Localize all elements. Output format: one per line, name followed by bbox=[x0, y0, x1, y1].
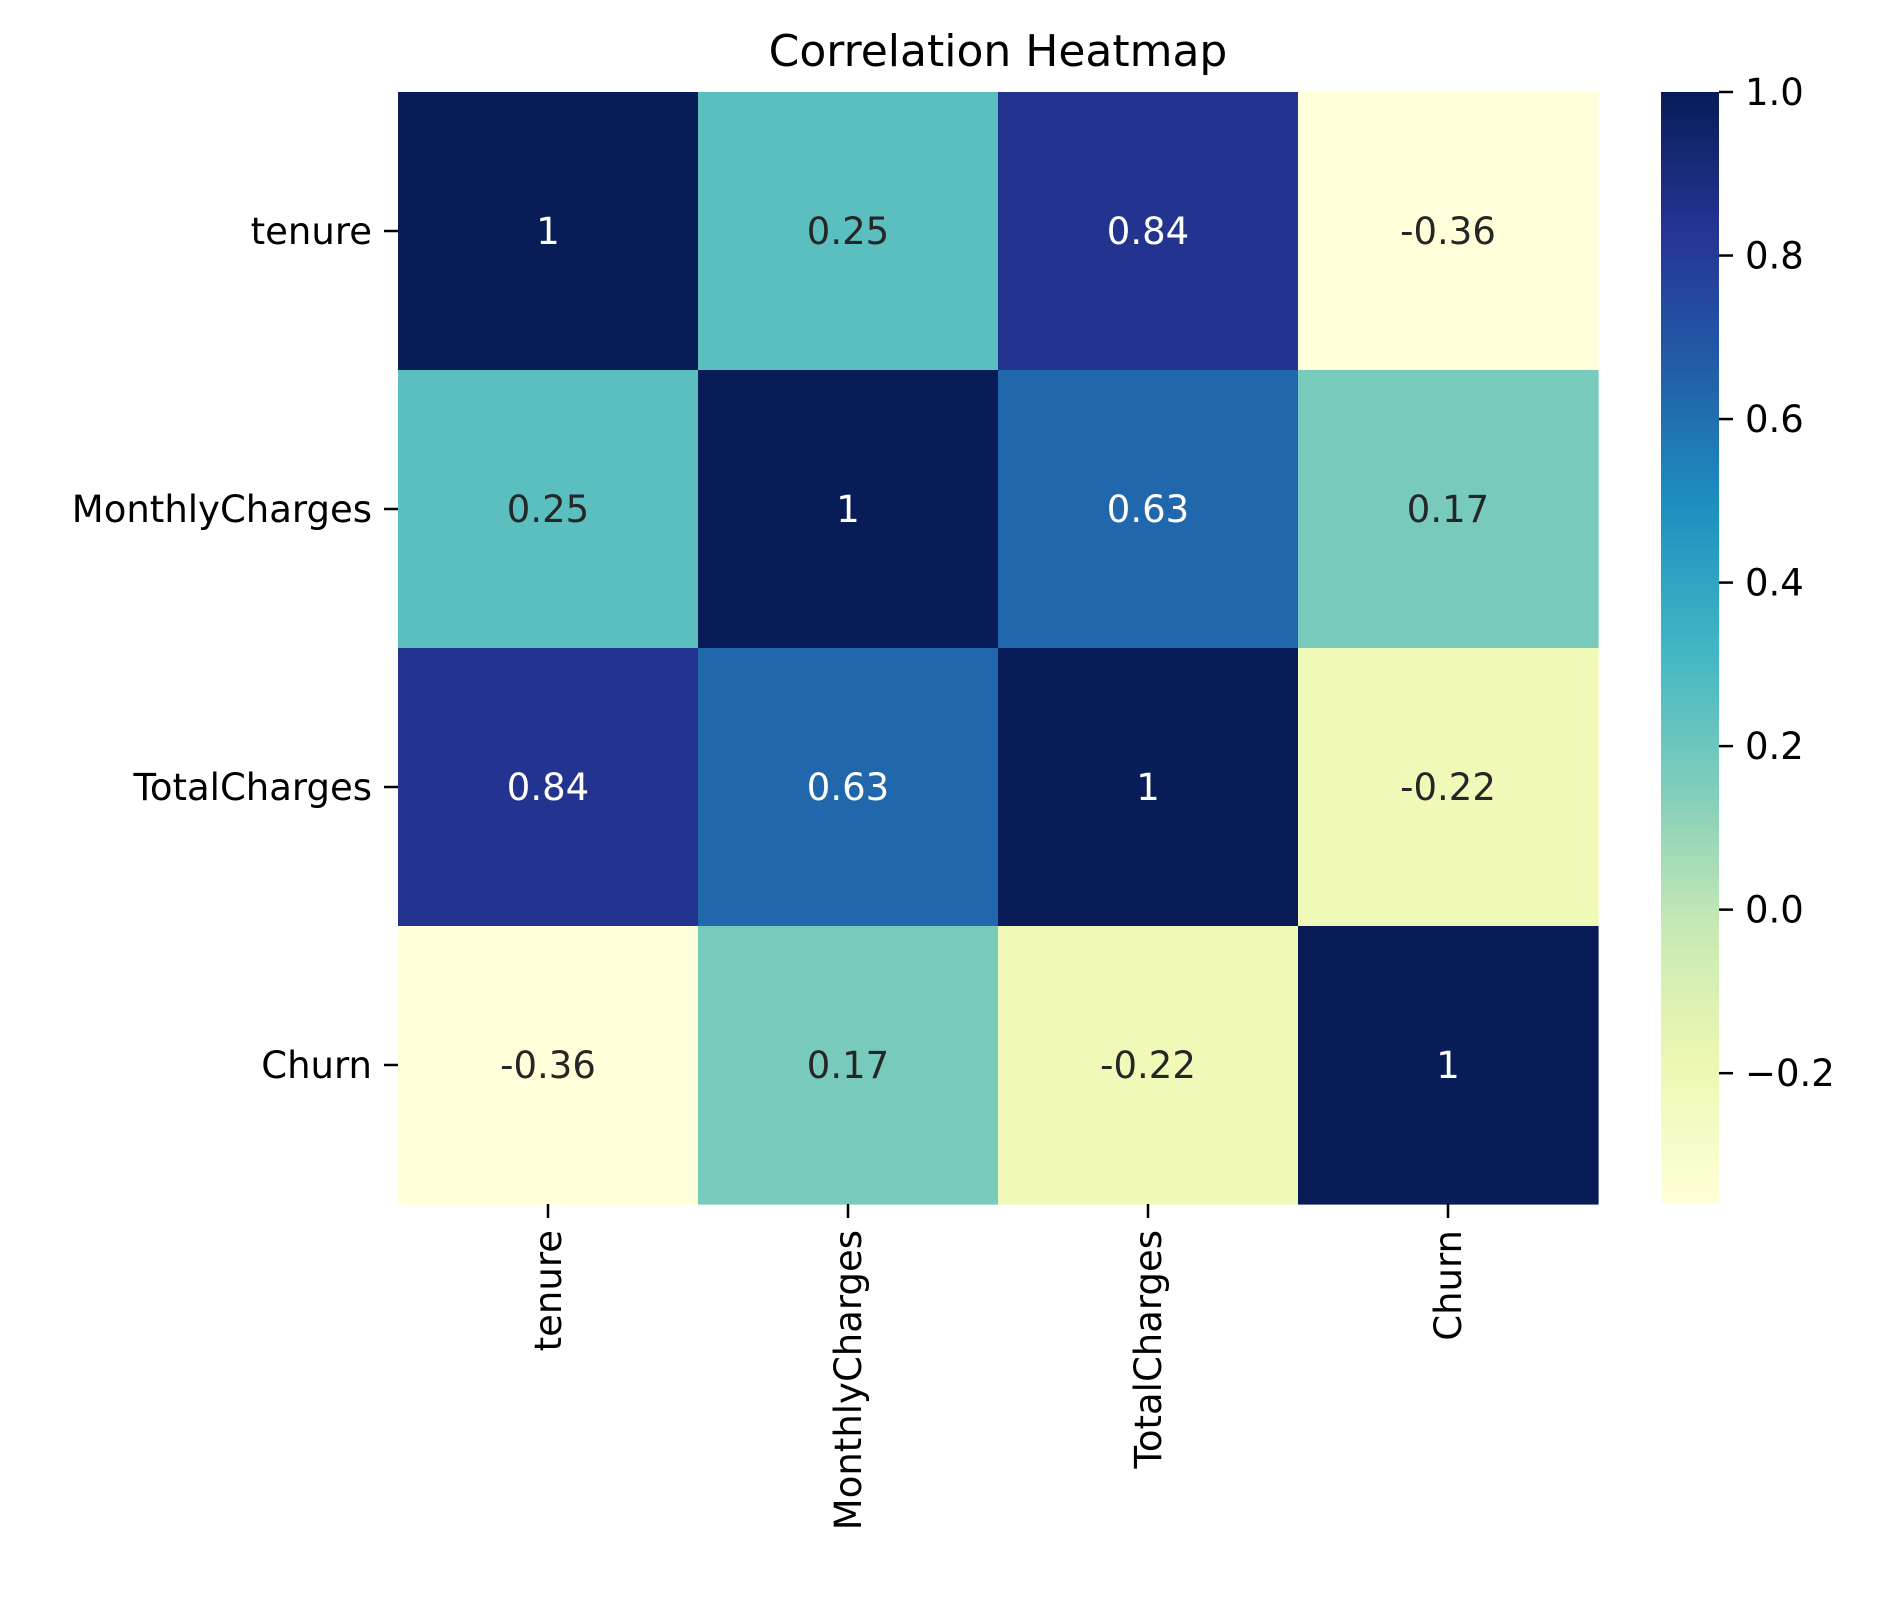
colorbar-tick-label-2: 0.6 bbox=[1745, 398, 1804, 441]
colorbar-gradient bbox=[1661, 92, 1719, 1204]
heatmap-cell-0-1 bbox=[698, 92, 999, 371]
heatmap-cell-3-1 bbox=[698, 926, 999, 1205]
cell-label-3-0: -0.36 bbox=[500, 1044, 596, 1087]
heatmap-cell-1-0 bbox=[398, 370, 699, 649]
heatmap-cell-1-2 bbox=[998, 370, 1299, 649]
cell-label-0-0: 1 bbox=[536, 210, 560, 253]
heatmap-cell-2-0 bbox=[398, 648, 699, 927]
x-tick-label-1: MonthlyCharges bbox=[827, 1230, 870, 1530]
cell-label-3-2: -0.22 bbox=[1100, 1044, 1196, 1087]
x-tick-label-0: tenure bbox=[527, 1230, 570, 1351]
heatmap-cell-2-1 bbox=[698, 648, 999, 927]
colorbar: 1.0 0.8 0.6 0.4 0.2 0.0 −0.2 bbox=[1661, 71, 1835, 1204]
heatmap-cell-0-2 bbox=[998, 92, 1299, 371]
colorbar-tick-label-3: 0.4 bbox=[1745, 562, 1804, 605]
y-tick-label-0: tenure bbox=[251, 210, 372, 253]
colorbar-tick-label-5: 0.0 bbox=[1745, 889, 1804, 932]
cell-label-1-1: 1 bbox=[836, 488, 860, 531]
cell-label-2-3: -0.22 bbox=[1400, 766, 1496, 809]
heatmap-cell-0-0 bbox=[398, 92, 699, 371]
heatmap-cell-2-3 bbox=[1298, 648, 1599, 927]
cell-label-2-1: 0.63 bbox=[807, 766, 889, 809]
cell-label-2-0: 0.84 bbox=[507, 766, 589, 809]
cell-label-0-3: -0.36 bbox=[1400, 210, 1496, 253]
heatmap-cell-2-2 bbox=[998, 648, 1299, 927]
y-axis: tenure MonthlyCharges TotalCharges Churn bbox=[72, 210, 398, 1087]
heatmap-cell-3-3 bbox=[1298, 926, 1599, 1205]
y-tick-label-1: MonthlyCharges bbox=[72, 488, 372, 531]
cell-label-1-2: 0.63 bbox=[1107, 488, 1189, 531]
colorbar-tick-label-6: −0.2 bbox=[1745, 1052, 1835, 1095]
x-tick-label-3: Churn bbox=[1427, 1230, 1470, 1341]
heatmap-cell-3-0 bbox=[398, 926, 699, 1205]
cell-label-3-3: 1 bbox=[1436, 1044, 1460, 1087]
y-tick-label-3: Churn bbox=[261, 1044, 372, 1087]
heatmap-cell-1-3 bbox=[1298, 370, 1599, 649]
colorbar-tick-label-0: 1.0 bbox=[1745, 71, 1804, 114]
cell-label-2-2: 1 bbox=[1136, 766, 1160, 809]
chart-title: Correlation Heatmap bbox=[769, 26, 1228, 77]
cell-label-0-1: 0.25 bbox=[807, 210, 889, 253]
heatmap-cell-3-2 bbox=[998, 926, 1299, 1205]
colorbar-tick-label-1: 0.8 bbox=[1745, 235, 1804, 278]
cell-label-0-2: 0.84 bbox=[1107, 210, 1189, 253]
colorbar-tick-label-4: 0.2 bbox=[1745, 725, 1804, 768]
x-tick-label-2: TotalCharges bbox=[1127, 1230, 1170, 1469]
y-tick-label-2: TotalCharges bbox=[133, 766, 372, 809]
heatmap-cell-0-3 bbox=[1298, 92, 1599, 371]
cell-label-1-0: 0.25 bbox=[507, 488, 589, 531]
heatmap-cells bbox=[398, 92, 1599, 1205]
cell-label-1-3: 0.17 bbox=[1407, 488, 1489, 531]
heatmap-cell-1-1 bbox=[698, 370, 999, 649]
cell-annotations: 1 0.25 0.84 -0.36 0.25 1 0.63 0.17 0.84 0.63 1 -0.2… bbox=[500, 210, 1496, 1087]
cell-label-3-1: 0.17 bbox=[807, 1044, 889, 1087]
x-axis: tenure MonthlyCharges TotalCharges Churn bbox=[527, 1204, 1470, 1530]
